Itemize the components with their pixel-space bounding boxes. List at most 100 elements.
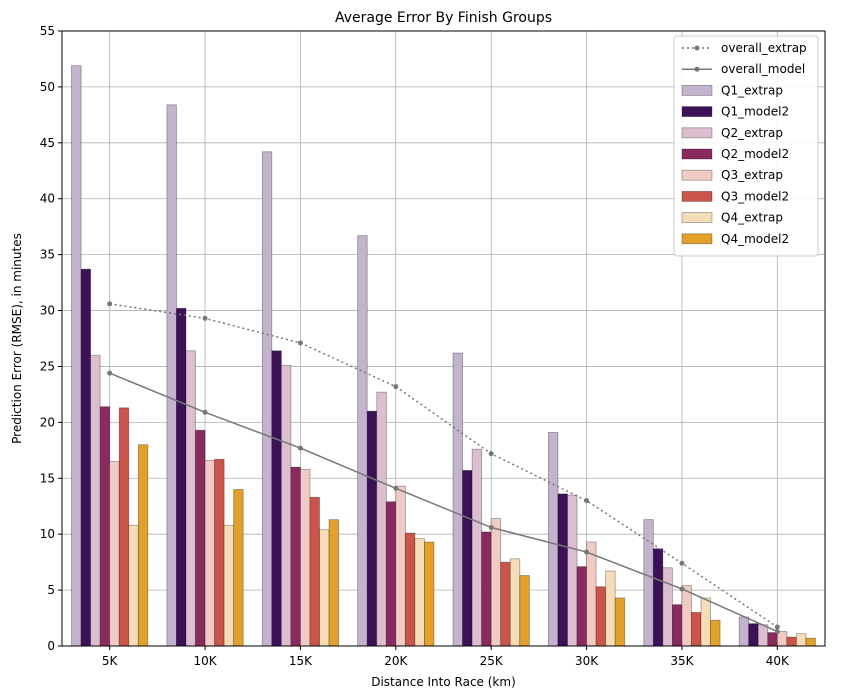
bar-q1-model2: [652, 548, 664, 647]
legend-label: overall_model: [721, 62, 805, 76]
point-overall-extrap: [584, 498, 590, 504]
bar-q2-extrap: [90, 354, 101, 647]
bar-q4-extrap: [700, 597, 711, 647]
bar-q1-model2: [176, 307, 187, 647]
point-overall-extrap: [679, 560, 685, 566]
legend-label: overall_extrap: [721, 41, 807, 55]
bar-q3-extrap: [300, 468, 311, 647]
point-overall-model: [584, 549, 590, 555]
legend-marker: [694, 45, 700, 51]
point-overall-model: [774, 628, 780, 634]
bar-q2-model2: [576, 566, 587, 647]
y-tick-label: 0: [47, 639, 55, 653]
bar-q4-extrap: [128, 524, 139, 647]
legend-label: Q3_extrap: [721, 168, 783, 182]
bar-q2-model2: [481, 531, 492, 647]
legend-bar-swatch: [681, 127, 713, 139]
bar-q2-extrap: [662, 567, 673, 647]
y-tick-label: 55: [40, 24, 55, 38]
x-tick-label: 25K: [480, 654, 504, 668]
bar-q1-extrap: [166, 104, 177, 647]
bar-q1-model2: [271, 350, 282, 647]
bar-q3-model2: [214, 458, 225, 647]
legend-label: Q3_model2: [721, 189, 789, 203]
bar-q4-extrap: [795, 633, 807, 647]
bar-q1-model2: [366, 410, 378, 647]
point-overall-extrap: [297, 340, 303, 346]
bar-q3-model2: [309, 496, 320, 647]
y-tick-label: 20: [40, 415, 55, 429]
point-overall-extrap: [107, 301, 113, 307]
bar-q2-extrap: [376, 391, 387, 647]
bar-q3-extrap: [395, 485, 406, 647]
bar-q3-extrap: [490, 518, 502, 647]
legend-marker: [694, 66, 700, 72]
point-overall-extrap: [488, 451, 494, 457]
legend-label: Q4_extrap: [721, 211, 783, 225]
bar-q3-model2: [500, 561, 511, 647]
bar-q4-extrap: [319, 529, 330, 647]
legend-bar-swatch: [681, 106, 713, 117]
x-tick-label: 40K: [766, 654, 790, 668]
bar-q1-extrap: [261, 151, 273, 647]
bar-q1-extrap: [643, 519, 654, 647]
bar-q1-model2: [80, 268, 92, 647]
bar-q4-model2: [614, 597, 626, 647]
plot-frame: [61, 30, 826, 647]
bar-q1-model2: [748, 623, 759, 647]
legend-bar-swatch: [681, 233, 713, 245]
bar-q2-model2: [767, 632, 778, 647]
legend-label: Q1_model2: [721, 105, 789, 119]
bar-q3-model2: [786, 636, 797, 647]
x-tick-label: 35K: [670, 654, 694, 668]
bar-q4-extrap: [509, 558, 521, 647]
point-overall-model: [393, 485, 399, 491]
y-tick-label: 45: [40, 136, 55, 150]
point-overall-model: [679, 586, 685, 592]
y-tick-label: 50: [40, 80, 55, 94]
x-axis-label: Distance Into Race (km): [371, 675, 516, 689]
bar-q1-model2: [557, 493, 568, 647]
bar-q4-extrap: [223, 524, 235, 647]
y-tick-label: 40: [40, 192, 55, 206]
legend-label: Q2_extrap: [721, 126, 783, 140]
bar-q3-model2: [118, 407, 130, 647]
x-tick-label: 30K: [575, 654, 599, 668]
bar-q4-model2: [519, 575, 530, 647]
bar-q2-model2: [99, 406, 111, 647]
y-tick-label: 30: [40, 304, 55, 318]
point-overall-model: [488, 524, 494, 530]
x-tick-label: 15K: [289, 654, 313, 668]
chart-title: Average Error By Finish Groups: [335, 10, 552, 26]
point-overall-model: [202, 409, 208, 415]
bars: [71, 65, 816, 647]
bar-q2-model2: [672, 604, 683, 647]
x-tick-label: 5K: [102, 654, 119, 668]
bar-q3-extrap: [776, 631, 788, 647]
legend-label: Q2_model2: [721, 147, 789, 161]
legend: overall_extrap overall_model Q1_extrap Q1_m…: [673, 35, 819, 257]
legend-bar-swatch: [681, 212, 713, 224]
y-tick-label: 35: [40, 248, 55, 262]
bar-q3-model2: [404, 532, 416, 647]
bar-q4-model2: [424, 541, 435, 647]
x-tick-label: 20K: [384, 654, 408, 668]
point-overall-extrap: [393, 384, 399, 390]
bar-q4-model2: [328, 519, 339, 647]
ticks: 0 5 10 15 20 25 30 35 40 45 50 55 5K 10K 15K 20K 25K 30K 3…: [40, 24, 790, 668]
bar-q4-model2: [137, 444, 149, 647]
point-overall-extrap: [774, 624, 780, 630]
bar-q2-model2: [195, 429, 206, 647]
legend-bar-swatch: [681, 85, 713, 96]
bar-q4-extrap: [605, 570, 616, 647]
bar-q1-extrap: [738, 616, 750, 647]
bar-q3-model2: [595, 586, 607, 647]
bar-q3-extrap: [204, 459, 216, 647]
point-overall-model: [297, 445, 303, 451]
bar-q3-model2: [691, 612, 702, 647]
line-overall-model: [109, 372, 778, 633]
legend-label: Q4_model2: [721, 232, 789, 246]
legend-bar-swatch: [681, 169, 713, 181]
y-tick-label: 25: [40, 359, 55, 373]
